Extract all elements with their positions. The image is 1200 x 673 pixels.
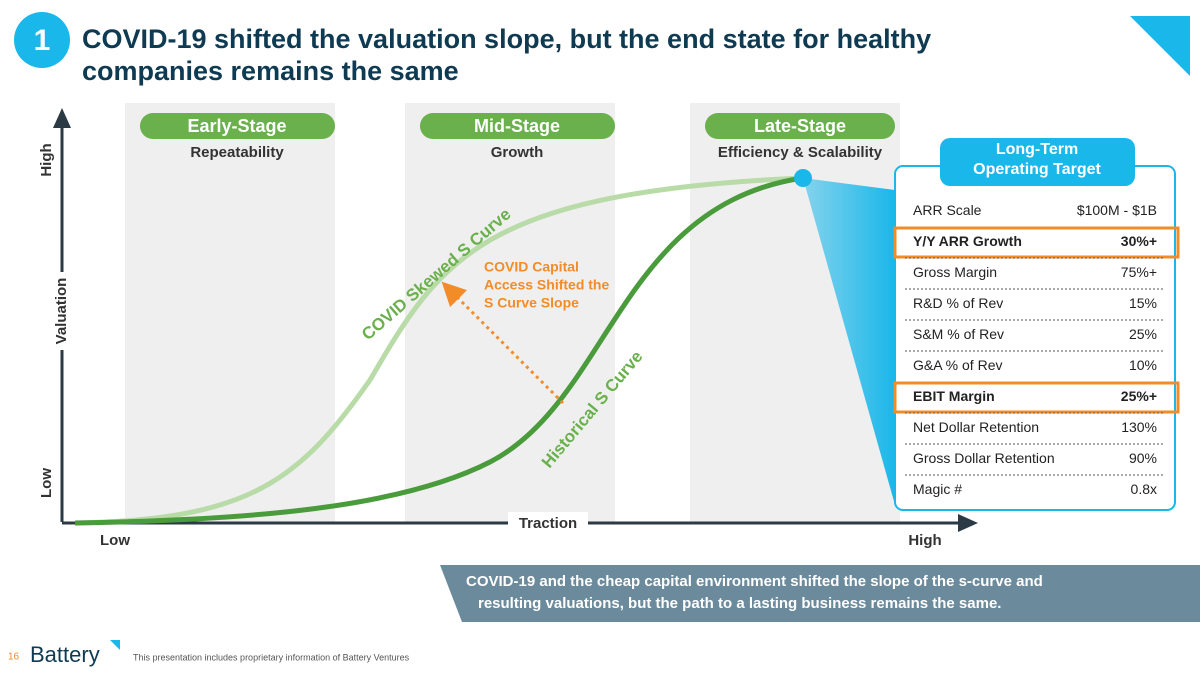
title: companies remains the same — [82, 56, 459, 86]
row-label: Y/Y ARR Growth — [913, 233, 1022, 249]
badge-number: 1 — [34, 24, 51, 57]
row-value: 130% — [1121, 419, 1157, 435]
row-label: S&M % of Rev — [913, 326, 1004, 342]
y-high: High — [38, 143, 55, 176]
disclaimer: This presentation includes proprietary i… — [133, 652, 410, 662]
row-label: ARR Scale — [913, 202, 982, 218]
row-label: Magic # — [913, 481, 962, 497]
page-number: 16 — [8, 652, 20, 663]
target-header — [940, 138, 1135, 186]
target-header-text: Long-Term — [996, 141, 1078, 158]
logo: Battery — [30, 642, 100, 667]
stage-focus: Efficiency & Scalability — [718, 144, 883, 161]
row-value: 25%+ — [1121, 388, 1157, 404]
beam — [803, 178, 895, 505]
stage-pill — [140, 113, 335, 139]
label-bg — [508, 512, 588, 534]
stage-columns: Early-Stage Mid-Stage Late-Stage Repeata… — [125, 103, 900, 524]
target-header-text: Operating Target — [973, 161, 1101, 178]
row-label: Net Dollar Retention — [913, 419, 1039, 435]
stage-pill — [420, 113, 615, 139]
covid-curve — [74, 175, 804, 526]
banner-text: resulting valuations, but the path to a … — [478, 595, 1001, 612]
row-label: R&D % of Rev — [913, 295, 1003, 311]
row-label: G&A % of Rev — [913, 357, 1002, 373]
column — [405, 103, 615, 524]
row-value: 10% — [1129, 357, 1157, 373]
column — [125, 103, 335, 524]
banner-text: COVID-19 and the cheap capital environme… — [466, 573, 1043, 590]
row-label: Gross Dollar Retention — [913, 450, 1055, 466]
row-value: 15% — [1129, 295, 1157, 311]
row-value: $100M - $1B — [1077, 202, 1157, 218]
x-low: Low — [100, 532, 130, 549]
y-label: Valuation — [53, 278, 70, 345]
row-label: Gross Margin — [913, 264, 997, 280]
row-highlight — [893, 226, 1180, 259]
stage-name: Late-Stage — [754, 116, 846, 136]
axes: High Valuation Low Traction Low High — [38, 108, 978, 549]
row-value: 90% — [1129, 450, 1157, 466]
stage-name: Early-Stage — [187, 116, 286, 136]
row-value: 0.8x — [1131, 481, 1157, 497]
x-label: Traction — [519, 515, 577, 532]
stage-focus: Repeatability — [190, 144, 284, 161]
annotation: Access Shifted the — [484, 277, 609, 293]
end-point — [794, 169, 812, 187]
historical-curve — [74, 175, 804, 526]
stage-focus: Growth — [491, 144, 544, 161]
y-low: Low — [38, 468, 55, 498]
badge — [14, 12, 70, 68]
title: COVID-19 shifted the valuation slope, bu… — [82, 24, 931, 54]
label-bg — [48, 272, 76, 350]
annotation: COVID Capital — [484, 259, 579, 275]
x-arrow — [958, 514, 978, 532]
row-value: 30%+ — [1121, 233, 1157, 249]
row-value: 25% — [1129, 326, 1157, 342]
row-highlight — [893, 381, 1180, 414]
row-value: 75%+ — [1121, 264, 1157, 280]
y-arrow — [53, 108, 71, 128]
x-high: High — [908, 532, 941, 549]
row-label: EBIT Margin — [913, 388, 995, 404]
annotation: S Curve Slope — [484, 295, 579, 311]
logo-mark — [110, 640, 120, 650]
stage-name: Mid-Stage — [474, 116, 560, 136]
stage-pill — [705, 113, 895, 139]
corner-accent — [1130, 16, 1190, 76]
banner — [440, 565, 1200, 622]
target-rows: ARR Scale $100M - $1B Y/Y ARR Growth 30%+ Gr… — [893, 202, 1180, 497]
